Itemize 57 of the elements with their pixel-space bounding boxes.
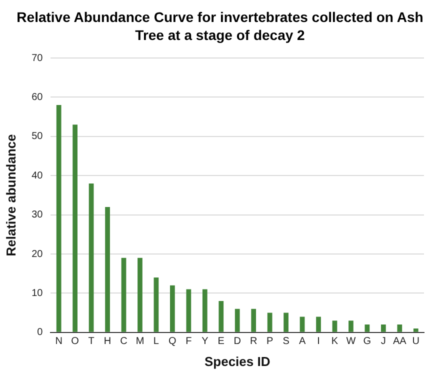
bar [316, 316, 321, 332]
x-tick-label: I [317, 336, 320, 348]
x-tick-label: A [298, 336, 306, 348]
x-tick-label: P [266, 336, 274, 348]
x-tick-label: S [282, 336, 290, 348]
bar [138, 258, 142, 332]
y-tick-label: 60 [32, 92, 44, 103]
bar [413, 328, 418, 332]
x-tick-label: E [218, 336, 225, 348]
bar [284, 312, 288, 332]
x-tick-label: N [55, 336, 62, 348]
x-tick-label: W [346, 336, 356, 348]
x-tick-label: C [120, 336, 128, 348]
x-tick-label: O [71, 336, 80, 348]
bar [332, 320, 338, 332]
y-tick-label: 10 [32, 288, 44, 299]
x-tick-label: L [153, 336, 160, 348]
bar [251, 308, 256, 332]
bar [202, 289, 208, 332]
bar [348, 320, 354, 332]
bar [105, 206, 110, 332]
x-tick-label: G [363, 336, 372, 348]
bar [88, 183, 94, 332]
x-tick-label: F [186, 336, 192, 348]
x-tick-label: U [412, 336, 420, 348]
bar [380, 324, 386, 332]
bar [154, 278, 159, 332]
chart-title: Relative Abundance Curve for invertebrates collected on Ash Tree at a stage of decay 2 [16, 8, 424, 44]
x-tick-label: D [234, 336, 241, 348]
x-tick-label: K [331, 336, 338, 348]
bar [234, 308, 240, 332]
x-tick-label: Y [202, 336, 209, 348]
y-tick-label: 0 [37, 327, 44, 338]
y-axis-title: Relative abundance [3, 134, 18, 256]
x-tick-label: AA [392, 336, 407, 348]
x-tick-label: Q [168, 336, 177, 348]
y-tick-label: 20 [32, 248, 44, 260]
bar [56, 105, 62, 332]
bar [300, 316, 305, 332]
x-tick-label: R [250, 336, 258, 348]
y-tick-label: 40 [32, 170, 44, 182]
x-axis-title: Species ID [204, 354, 270, 369]
bar [186, 289, 192, 332]
bar [218, 301, 224, 332]
bar [170, 285, 175, 332]
x-tick-label: T [88, 336, 94, 348]
bar [364, 324, 370, 332]
x-tick-label: J [380, 336, 386, 348]
y-tick-label: 70 [32, 52, 44, 64]
y-tick-label: 30 [32, 210, 44, 221]
bar [121, 258, 126, 332]
y-tick-label: 50 [32, 131, 44, 142]
bar [267, 312, 272, 332]
x-tick-label: M [136, 336, 144, 348]
x-tick-label: H [104, 336, 112, 348]
bar [397, 324, 402, 332]
bar [72, 124, 78, 332]
